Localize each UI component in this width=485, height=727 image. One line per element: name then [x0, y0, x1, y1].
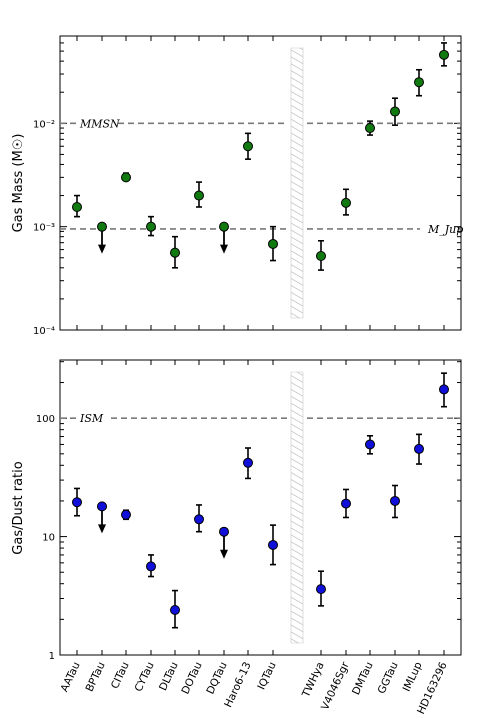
data-point	[194, 514, 204, 525]
data-point	[146, 221, 156, 232]
upper-limit-arrowhead	[98, 524, 106, 534]
data-point	[121, 509, 131, 520]
data-point	[219, 526, 229, 537]
category-label: DMTau	[350, 660, 376, 697]
category-label: IQTau	[256, 660, 279, 691]
data-point	[268, 238, 278, 249]
gas-mass-panel: 10⁻⁴ 10⁻³ 10⁻² Gas Mass (M☉) MMSN M_Jup	[11, 35, 463, 337]
category-label: CITau	[109, 660, 132, 691]
data-point	[365, 123, 375, 134]
y-tick-label: 10⁻³	[33, 223, 55, 234]
category-label: AATau	[58, 660, 82, 694]
gas-dust-ratio-panel: 1 10 100 Gas/Dust ratio ISM	[11, 359, 462, 662]
category-label: GGTau	[376, 660, 401, 696]
data-point	[439, 49, 449, 60]
data-point	[97, 221, 107, 232]
y-axis-title: Gas/Dust ratio	[11, 461, 26, 554]
data-point	[268, 539, 278, 550]
data-point	[414, 443, 424, 454]
data-point	[390, 495, 400, 506]
data-point	[414, 77, 424, 88]
hatched-gap	[290, 371, 304, 644]
y-tick-label: 10⁻²	[33, 119, 55, 130]
y-tick-label: 1	[49, 651, 55, 662]
data-point	[170, 247, 180, 258]
upper-limit-arrowhead	[98, 244, 106, 254]
y-tick-label: 10⁻⁴	[33, 326, 55, 337]
data-point	[439, 384, 449, 395]
category-label: DLTau	[157, 660, 181, 693]
data-point	[72, 497, 82, 508]
category-label: DOTau	[179, 660, 204, 696]
hatched-gap	[290, 47, 304, 319]
reference-line-label: ISM	[79, 412, 104, 425]
data-point	[243, 457, 253, 468]
data-point	[219, 221, 229, 232]
y-tick-label: 10	[42, 533, 55, 544]
category-label: IMLup	[401, 660, 425, 694]
y-tick-label: 100	[36, 414, 55, 425]
data-point	[316, 584, 326, 595]
data-point	[146, 561, 156, 572]
reference-line-label: MMSN	[79, 117, 120, 130]
axes-frame	[59, 359, 462, 656]
data-point	[316, 251, 326, 262]
data-point	[194, 190, 204, 201]
data-point	[72, 201, 82, 212]
data-series	[72, 42, 449, 271]
category-label: DQTau	[204, 660, 229, 696]
data-point	[341, 197, 351, 208]
data-point	[97, 501, 107, 512]
reference-line-label: M_Jup	[427, 223, 463, 236]
category-label: BPTau	[84, 660, 108, 693]
y-axis-title: Gas Mass (M☉)	[11, 134, 26, 233]
data-point	[121, 172, 131, 183]
data-point	[243, 141, 253, 152]
data-point	[390, 106, 400, 117]
category-label: CYTau	[133, 660, 157, 693]
upper-limit-arrowhead	[220, 244, 228, 254]
category-label: TWHya	[300, 660, 327, 700]
data-series	[72, 372, 449, 629]
upper-limit-arrowhead	[220, 549, 228, 559]
data-point	[170, 604, 180, 615]
data-point	[341, 498, 351, 509]
axes-frame	[59, 35, 462, 331]
data-point	[365, 439, 375, 450]
